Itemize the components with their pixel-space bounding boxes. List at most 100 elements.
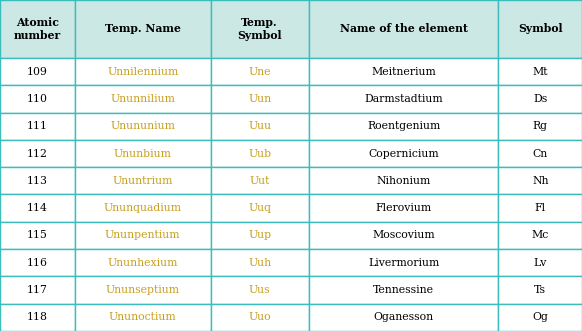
Text: Meitnerium: Meitnerium — [371, 67, 436, 76]
Bar — [308, 113, 499, 140]
Text: Tennessine: Tennessine — [373, 285, 434, 295]
Bar — [499, 276, 582, 304]
Bar — [211, 140, 308, 167]
Bar — [211, 0, 308, 58]
Bar — [308, 85, 499, 113]
Text: Livermorium: Livermorium — [368, 258, 439, 268]
Bar — [211, 195, 308, 222]
Text: Ds: Ds — [533, 94, 548, 104]
Text: 111: 111 — [27, 121, 48, 131]
Text: Uut: Uut — [250, 176, 270, 186]
Bar — [499, 0, 582, 58]
Text: 115: 115 — [27, 230, 48, 240]
Bar — [0, 222, 74, 249]
Text: Temp. Name: Temp. Name — [105, 24, 180, 34]
Text: 113: 113 — [27, 176, 48, 186]
Text: Unununium: Unununium — [110, 121, 175, 131]
Bar — [74, 167, 211, 195]
Bar — [308, 58, 499, 85]
Bar — [308, 140, 499, 167]
Text: Lv: Lv — [534, 258, 547, 268]
Text: Roentgenium: Roentgenium — [367, 121, 440, 131]
Bar — [0, 167, 74, 195]
Text: Copernicium: Copernicium — [368, 149, 439, 159]
Text: 117: 117 — [27, 285, 48, 295]
Bar — [499, 85, 582, 113]
Text: Unnilennium: Unnilennium — [107, 67, 178, 76]
Bar — [308, 276, 499, 304]
Text: Ununquadium: Ununquadium — [104, 203, 182, 213]
Text: 112: 112 — [27, 149, 48, 159]
Text: Uup: Uup — [248, 230, 271, 240]
Text: Og: Og — [533, 312, 548, 322]
Bar — [499, 167, 582, 195]
Bar — [74, 113, 211, 140]
Text: Mc: Mc — [531, 230, 549, 240]
Bar — [0, 195, 74, 222]
Text: Flerovium: Flerovium — [375, 203, 432, 213]
Text: Uuq: Uuq — [248, 203, 271, 213]
Bar — [74, 140, 211, 167]
Bar — [211, 85, 308, 113]
Bar — [0, 140, 74, 167]
Bar — [499, 113, 582, 140]
Bar — [74, 304, 211, 331]
Text: Nh: Nh — [532, 176, 548, 186]
Bar — [74, 85, 211, 113]
Bar — [308, 222, 499, 249]
Text: Uuh: Uuh — [248, 258, 271, 268]
Text: Une: Une — [249, 67, 271, 76]
Bar — [74, 222, 211, 249]
Bar — [0, 0, 74, 58]
Text: Cn: Cn — [533, 149, 548, 159]
Text: Moscovium: Moscovium — [372, 230, 435, 240]
Bar — [211, 276, 308, 304]
Bar — [0, 249, 74, 276]
Text: Rg: Rg — [533, 121, 548, 131]
Text: Darmstadtium: Darmstadtium — [364, 94, 443, 104]
Bar — [308, 167, 499, 195]
Text: Ununnilium: Ununnilium — [110, 94, 175, 104]
Bar — [74, 249, 211, 276]
Text: Ununseptium: Ununseptium — [106, 285, 180, 295]
Text: 118: 118 — [27, 312, 48, 322]
Bar — [0, 304, 74, 331]
Text: Uuu: Uuu — [248, 121, 271, 131]
Bar — [499, 304, 582, 331]
Text: Uun: Uun — [248, 94, 271, 104]
Text: Temp.
Symbol: Temp. Symbol — [237, 17, 282, 41]
Bar — [211, 249, 308, 276]
Bar — [211, 304, 308, 331]
Text: 110: 110 — [27, 94, 48, 104]
Text: Uub: Uub — [248, 149, 271, 159]
Bar — [0, 113, 74, 140]
Text: Ununoctium: Ununoctium — [109, 312, 176, 322]
Bar — [499, 58, 582, 85]
Text: Uus: Uus — [249, 285, 271, 295]
Text: Ununhexium: Ununhexium — [108, 258, 178, 268]
Text: Ts: Ts — [534, 285, 546, 295]
Bar — [499, 140, 582, 167]
Text: Name of the element: Name of the element — [340, 24, 467, 34]
Bar — [499, 249, 582, 276]
Text: Atomic
number: Atomic number — [14, 17, 61, 41]
Bar — [211, 222, 308, 249]
Text: Fl: Fl — [535, 203, 546, 213]
Bar — [211, 167, 308, 195]
Bar — [308, 195, 499, 222]
Bar — [74, 58, 211, 85]
Bar — [74, 0, 211, 58]
Text: 109: 109 — [27, 67, 48, 76]
Bar — [308, 249, 499, 276]
Bar — [74, 195, 211, 222]
Text: Mt: Mt — [533, 67, 548, 76]
Text: Nihonium: Nihonium — [377, 176, 431, 186]
Bar — [211, 58, 308, 85]
Bar — [0, 58, 74, 85]
Text: 116: 116 — [27, 258, 48, 268]
Text: Ununbium: Ununbium — [113, 149, 172, 159]
Bar — [0, 276, 74, 304]
Text: Symbol: Symbol — [518, 24, 563, 34]
Bar — [499, 222, 582, 249]
Bar — [74, 276, 211, 304]
